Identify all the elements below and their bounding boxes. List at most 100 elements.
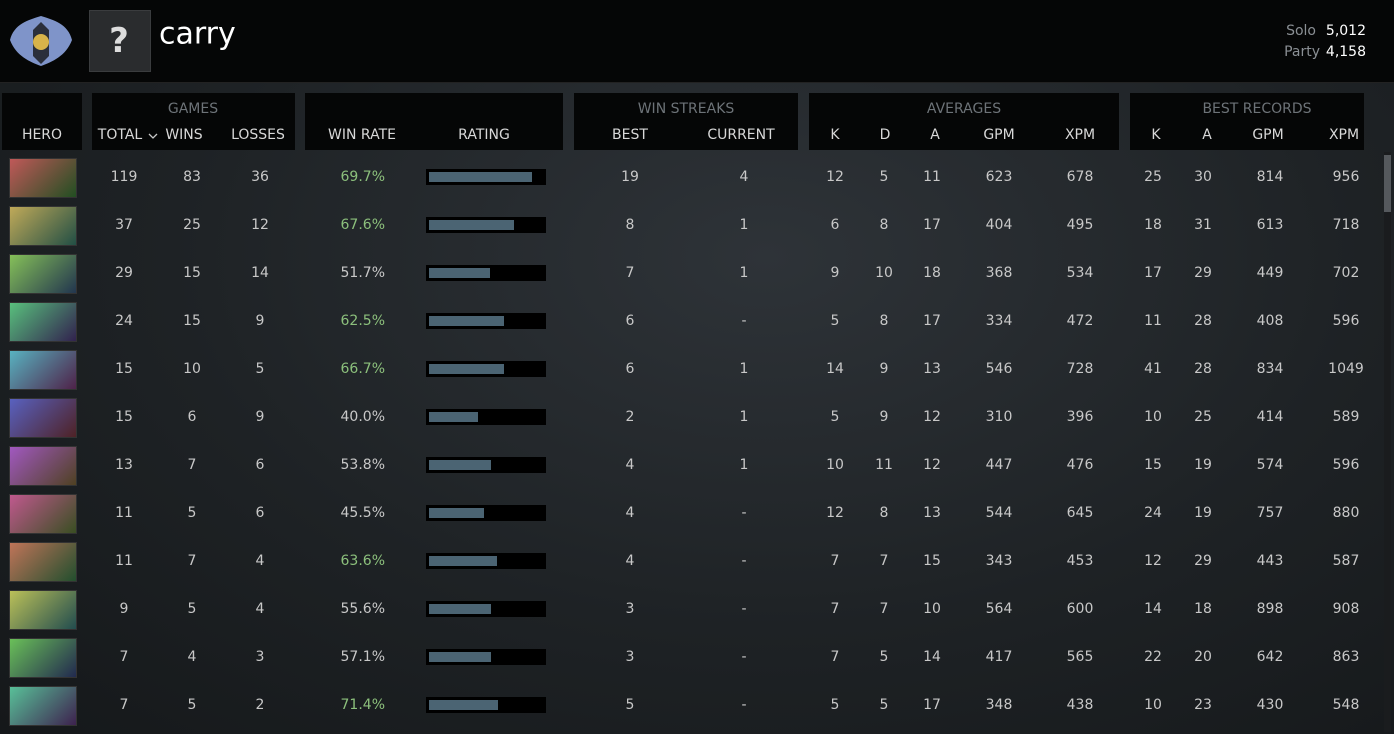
cell-value: 702	[1332, 265, 1360, 281]
cell-value: -	[741, 553, 747, 569]
cell-value: 334	[985, 313, 1013, 329]
column-label: RATING	[458, 127, 510, 143]
column-label: LOSSES	[231, 127, 285, 143]
cell-value: 15	[115, 409, 133, 425]
party-label: Party	[1284, 44, 1320, 60]
cell-value: 4	[625, 553, 635, 569]
cell-value: 8	[625, 217, 635, 233]
cell-value: 37	[115, 217, 133, 233]
cell-value: 368	[985, 265, 1013, 281]
cell-value: 18	[1144, 217, 1162, 233]
hero-portrait[interactable]	[9, 398, 77, 438]
hero-portrait[interactable]	[9, 638, 77, 678]
cell-value: 25	[1194, 409, 1212, 425]
cell-value: 3	[255, 649, 265, 665]
cell-value: 343	[985, 553, 1013, 569]
cell-value: 5	[187, 697, 197, 713]
cell-value: 443	[1256, 553, 1284, 569]
cell-value: 12	[1144, 553, 1162, 569]
cell-value: 30	[1194, 169, 1212, 185]
cell-value: 6	[625, 361, 635, 377]
cell-value: 4	[255, 553, 265, 569]
cell-value: 348	[985, 697, 1013, 713]
cell-value: 12	[923, 457, 941, 473]
cell-value: 414	[1256, 409, 1284, 425]
cell-value: 28	[1194, 361, 1212, 377]
cell-value: 863	[1332, 649, 1360, 665]
cell-value: 4	[255, 601, 265, 617]
cell-value: 544	[985, 505, 1013, 521]
hero-portrait[interactable]	[9, 254, 77, 294]
hero-portrait[interactable]	[9, 494, 77, 534]
cell-value: 17	[1144, 265, 1162, 281]
cell-value: 1	[739, 217, 749, 233]
cell-value: 718	[1332, 217, 1360, 233]
cell-value: 4	[625, 505, 635, 521]
win-rate: 51.7%	[340, 265, 385, 281]
cell-value: 9	[255, 409, 265, 425]
cell-value: 19	[1194, 457, 1212, 473]
group-label: GAMES	[167, 101, 219, 117]
cell-value: 5	[879, 697, 889, 713]
cell-value: 3	[625, 649, 635, 665]
hero-portrait[interactable]	[9, 158, 77, 198]
hero-portrait[interactable]	[9, 206, 77, 246]
player-name: carry	[159, 16, 236, 52]
cell-value: 14	[1144, 601, 1162, 617]
cell-value: 4	[187, 649, 197, 665]
cell-value: 600	[1066, 601, 1094, 617]
cell-value: 28	[1194, 313, 1212, 329]
hero-portrait[interactable]	[9, 686, 77, 726]
avatar	[89, 10, 151, 72]
cell-value: 548	[1332, 697, 1360, 713]
column-label: CURRENT	[707, 127, 775, 143]
cell-value: 645	[1066, 505, 1094, 521]
cell-value: 453	[1066, 553, 1094, 569]
cell-value: -	[741, 649, 747, 665]
cell-value: 14	[826, 361, 844, 377]
cell-value: 24	[115, 313, 133, 329]
cell-value: -	[741, 313, 747, 329]
cell-value: 19	[621, 169, 639, 185]
cell-value: 587	[1332, 553, 1360, 569]
win-rate: 57.1%	[340, 649, 385, 665]
column-header-panel	[574, 93, 798, 150]
cell-value: 7	[625, 265, 635, 281]
cell-value: 18	[923, 265, 941, 281]
cell-value: 757	[1256, 505, 1284, 521]
cell-value: 5	[830, 697, 840, 713]
cell-value: 3	[625, 601, 635, 617]
win-rate: 66.7%	[340, 361, 385, 377]
cell-value: 20	[1194, 649, 1212, 665]
cell-value: 417	[985, 649, 1013, 665]
hero-portrait[interactable]	[9, 446, 77, 486]
cell-value: 956	[1332, 169, 1360, 185]
cell-value: 11	[1144, 313, 1162, 329]
column-label: XPM	[1328, 127, 1360, 143]
cell-value: -	[741, 601, 747, 617]
hero-portrait[interactable]	[9, 542, 77, 582]
cell-value: 8	[879, 313, 889, 329]
cell-value: 5	[879, 169, 889, 185]
column-label: BEST	[612, 127, 648, 143]
cell-value: 83	[183, 169, 201, 185]
rating-bar	[429, 364, 504, 374]
rating-bar	[429, 604, 491, 614]
rating-bar	[429, 700, 499, 710]
win-rate: 63.6%	[340, 553, 385, 569]
hero-portrait[interactable]	[9, 590, 77, 630]
cell-value: 12	[826, 169, 844, 185]
cell-value: 1	[739, 361, 749, 377]
rank-emblem	[10, 16, 72, 66]
cell-value: 12	[923, 409, 941, 425]
cell-value: 17	[923, 313, 941, 329]
sort-indicator[interactable]	[148, 132, 158, 140]
win-rate: 45.5%	[340, 505, 385, 521]
cell-value: 9	[255, 313, 265, 329]
scrollbar[interactable]	[1384, 152, 1391, 732]
rating-bar	[429, 316, 504, 326]
hero-portrait[interactable]	[9, 302, 77, 342]
cell-value: 565	[1066, 649, 1094, 665]
cell-value: 2	[625, 409, 635, 425]
hero-portrait[interactable]	[9, 350, 77, 390]
